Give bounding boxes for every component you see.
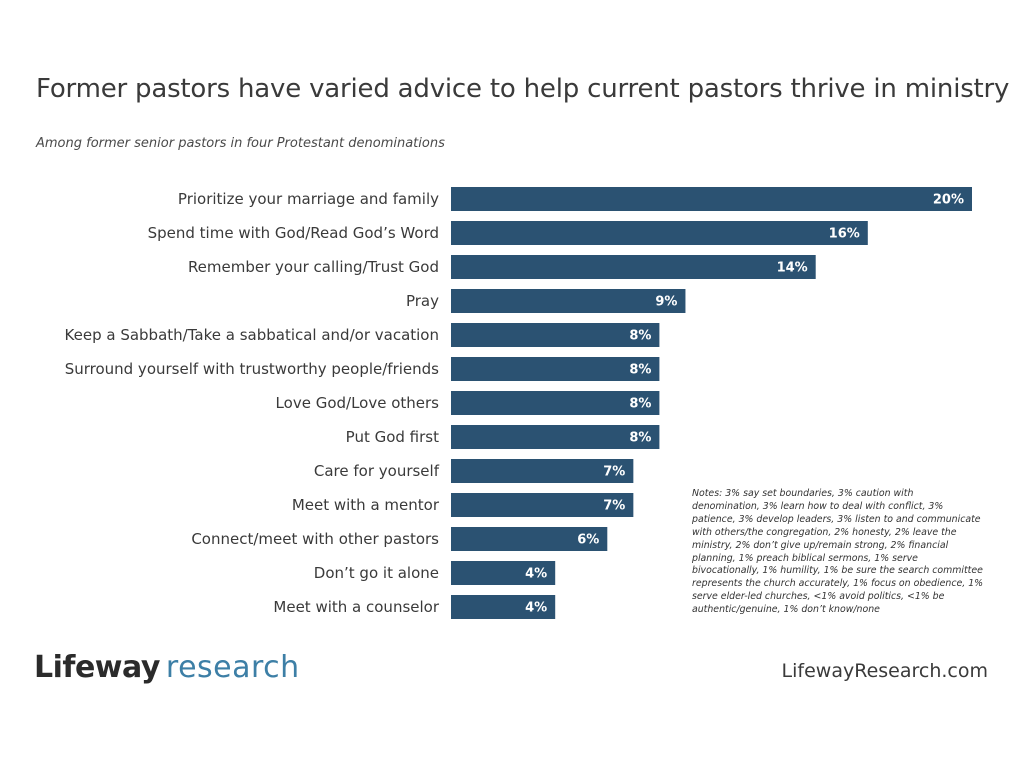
- category-label: Don’t go it alone: [314, 564, 439, 582]
- chart-subtitle: Among former senior pastors in four Prot…: [36, 136, 445, 151]
- category-label: Spend time with God/Read God’s Word: [148, 224, 439, 242]
- bar: [451, 221, 868, 245]
- logo-suffix: research: [165, 650, 300, 685]
- bar: [451, 323, 660, 347]
- bar: [451, 493, 634, 517]
- logo-brand: Lifeway: [34, 650, 160, 685]
- category-label: Remember your calling/Trust God: [188, 258, 439, 276]
- chart-notes: Notes: 3% say set boundaries, 3% caution…: [692, 488, 984, 616]
- category-label: Meet with a mentor: [292, 496, 440, 514]
- bar-value-label: 7%: [603, 465, 625, 480]
- bar-value-label: 16%: [829, 227, 860, 242]
- category-label: Connect/meet with other pastors: [191, 530, 439, 548]
- site-url: LifewayResearch.com: [781, 660, 988, 682]
- bar-value-label: 20%: [933, 193, 964, 208]
- bar-value-label: 7%: [603, 499, 625, 514]
- bar: [451, 595, 556, 619]
- bar-value-label: 14%: [777, 261, 808, 276]
- category-label: Surround yourself with trustworthy peopl…: [65, 360, 439, 378]
- category-label: Care for yourself: [314, 462, 440, 480]
- bar-value-label: 6%: [577, 533, 599, 548]
- category-label: Prioritize your marriage and family: [178, 190, 439, 208]
- bar: [451, 255, 816, 279]
- category-label: Keep a Sabbath/Take a sabbatical and/or …: [65, 326, 439, 344]
- bar-value-label: 4%: [525, 601, 547, 616]
- bar: [451, 527, 608, 551]
- bar: [451, 561, 556, 585]
- bar-value-label: 8%: [629, 431, 651, 446]
- chart-title: Former pastors have varied advice to hel…: [36, 74, 1010, 104]
- category-label: Put God first: [346, 428, 439, 446]
- bar: [451, 425, 660, 449]
- bar-value-label: 8%: [629, 397, 651, 412]
- bar-value-label: 8%: [629, 329, 651, 344]
- bar-value-label: 9%: [655, 295, 677, 310]
- bar: [451, 187, 972, 211]
- bar: [451, 391, 660, 415]
- category-label: Pray: [406, 292, 439, 310]
- lifeway-research-logo: Lifeway research: [34, 648, 300, 688]
- bar-value-label: 4%: [525, 567, 547, 582]
- bars-group: Prioritize your marriage and family 20% Sp…: [65, 187, 972, 619]
- category-label: Meet with a counselor: [273, 598, 439, 616]
- bar: [451, 289, 686, 313]
- category-label: Love God/Love others: [276, 394, 440, 412]
- bar-value-label: 8%: [629, 363, 651, 378]
- bar: [451, 357, 660, 381]
- bar: [451, 459, 634, 483]
